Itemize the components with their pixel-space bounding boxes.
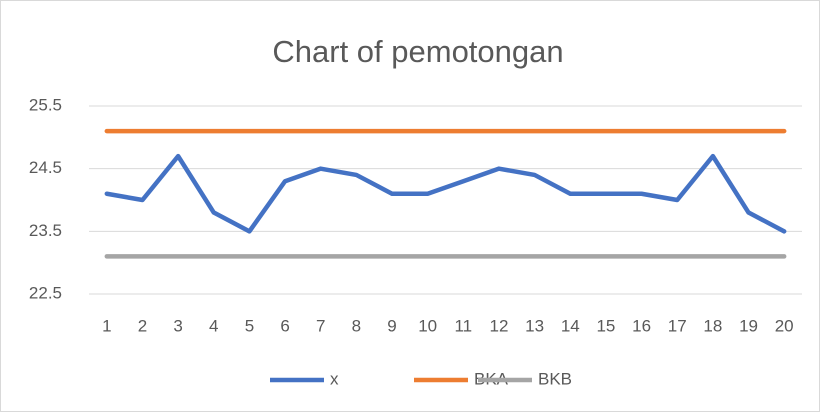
x-tick-label: 9 bbox=[387, 316, 396, 335]
x-tick-label: 6 bbox=[280, 316, 289, 335]
legend-label: BKB bbox=[538, 369, 572, 388]
x-tick-label: 10 bbox=[418, 316, 437, 335]
x-tick-label: 5 bbox=[245, 316, 254, 335]
x-tick-label: 2 bbox=[138, 316, 147, 335]
x-tick-label: 7 bbox=[316, 316, 325, 335]
x-tick-label: 14 bbox=[561, 316, 580, 335]
x-tick-label: 12 bbox=[490, 316, 509, 335]
x-tick-label: 17 bbox=[668, 316, 687, 335]
y-tick-label: 25.5 bbox=[29, 95, 62, 114]
chart-title: Chart of pemotongan bbox=[272, 34, 563, 69]
x-tick-label: 13 bbox=[525, 316, 544, 335]
x-tick-label: 15 bbox=[596, 316, 615, 335]
x-tick-label: 18 bbox=[703, 316, 722, 335]
x-tick-label: 11 bbox=[454, 316, 472, 335]
y-tick-label: 24.5 bbox=[29, 158, 62, 177]
series-line bbox=[104, 153, 787, 234]
x-tick-label: 3 bbox=[173, 316, 182, 335]
legend-label: x bbox=[330, 369, 339, 388]
x-tick-label: 16 bbox=[632, 316, 651, 335]
x-tick-label: 8 bbox=[352, 316, 361, 335]
x-tick-label: 19 bbox=[739, 316, 758, 335]
y-tick-label: 23.5 bbox=[29, 221, 62, 240]
x-tick-label: 20 bbox=[775, 316, 794, 335]
x-tick-label: 1 bbox=[102, 316, 111, 335]
x-tick-label: 4 bbox=[209, 316, 218, 335]
y-tick-label: 22.5 bbox=[29, 283, 62, 302]
